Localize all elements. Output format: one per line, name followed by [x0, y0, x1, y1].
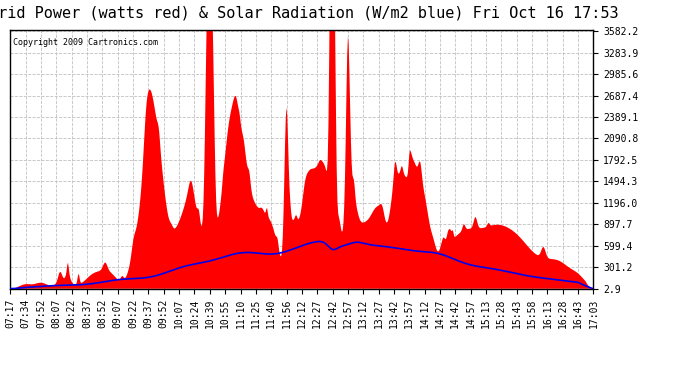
- Text: Copyright 2009 Cartronics.com: Copyright 2009 Cartronics.com: [13, 38, 158, 47]
- Text: Grid Power (watts red) & Solar Radiation (W/m2 blue) Fri Oct 16 17:53: Grid Power (watts red) & Solar Radiation…: [0, 6, 618, 21]
